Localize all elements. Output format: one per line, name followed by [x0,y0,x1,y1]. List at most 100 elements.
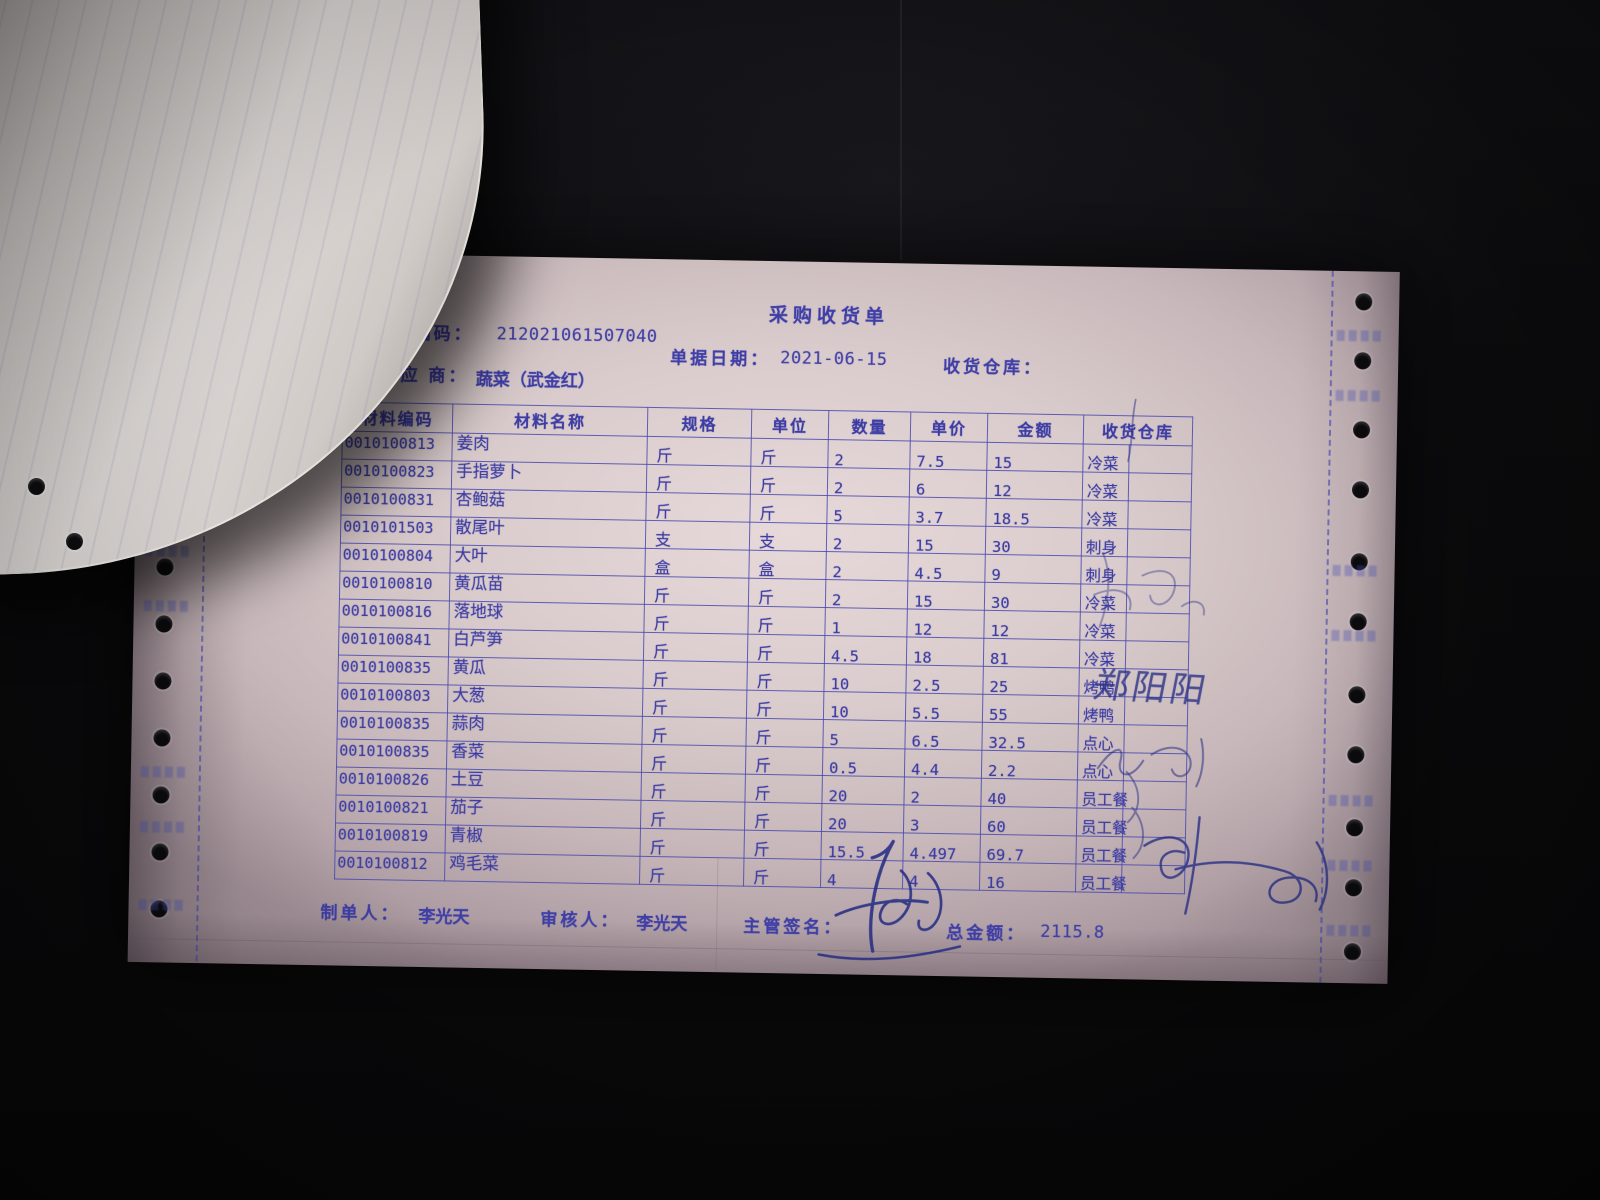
cell-name: 鸡毛菜 [444,852,640,885]
sprocket-hole [66,533,83,550]
cell-text: 2 [832,563,842,582]
cell-code: 0010100826 [336,767,447,797]
cell-text: 6 [915,480,926,499]
cell-warehouse: 员工餐 [1075,863,1127,893]
cell-text: 0010100816 [341,601,433,622]
cell-amount: 30 [985,526,1082,556]
cell-spec: 斤 [640,800,745,831]
column-header: 单价 [910,411,988,443]
cell-spec: 斤 [646,464,751,495]
cell-text: 3 [909,816,920,835]
cell-text: 盒 [758,561,775,580]
sprocket-hole [155,615,173,633]
cell-spec: 斤 [643,604,749,635]
cell-name: 白芦笋 [448,628,644,661]
receipt-title: 采购收货单 [768,304,890,329]
cell-name: 杏鲍菇 [450,488,647,521]
sprocket-hole [1351,481,1370,499]
cell-text: 0010100835 [340,657,432,678]
cell-extra [1127,500,1192,530]
column-header: 材料名称 [452,403,648,437]
edge-stamp [1335,389,1382,402]
cell-spec: 支 [645,520,750,551]
cell-text: 0010100841 [341,629,432,650]
cell-name: 茄子 [445,796,641,829]
cell-text: 55 [988,705,1008,725]
cell-amount: 30 [984,582,1081,613]
cell-text: 斤 [649,839,666,858]
cell-price: 18 [906,636,984,667]
cell-text: 0010100812 [337,853,428,874]
cell-spec: 斤 [641,744,746,775]
sprocket-hole [1347,746,1365,764]
cell-unit: 斤 [747,606,826,636]
cell-text: 0010100835 [339,741,430,762]
cell-name: 黄瓜苗 [449,572,645,605]
cell-code: 0010100819 [335,822,446,853]
cell-text: 1 [831,619,842,638]
cell-text: 盒 [654,560,671,578]
cell-text: 0010100826 [338,769,430,790]
cell-text: 斤 [757,589,775,608]
cell-qty: 2 [825,551,909,582]
cell-text: 黄瓜 [452,658,486,678]
total-value: 2115.8 [1040,921,1105,943]
handwritten-name: 郑阳阳 [1090,665,1212,711]
cell-text: 20 [827,815,847,834]
cell-price: 5.5 [905,692,983,724]
cell-unit: 斤 [748,578,826,608]
cell-code: 0010100823 [341,459,452,489]
cell-text: 支 [654,532,672,550]
cell-spec: 斤 [642,660,748,691]
cell-text: 青椒 [449,826,483,846]
cell-code: 0010100835 [337,655,449,685]
cell-text: 香菜 [451,742,485,762]
cell-name: 香菜 [446,740,642,773]
auditor-label: 审核人： [540,910,621,931]
cell-text: 斤 [755,729,772,748]
warehouse-label: 收货仓库： [942,357,1044,378]
cell-price: 4.4 [904,748,982,779]
cell-text: 斤 [756,645,774,664]
cell-text: 2 [831,591,842,610]
cell-text: 白芦笋 [453,630,503,650]
cell-name: 黄瓜 [447,656,644,689]
cell-text: 12 [990,621,1010,641]
sprocket-hole [1348,686,1366,704]
cell-amount: 81 [983,638,1080,669]
cell-text: 鸡毛菜 [449,854,499,874]
cell-unit: 斤 [746,662,825,692]
cell-text: 斤 [651,700,669,718]
cell-text: 81 [989,649,1009,669]
cell-code: 0010100812 [334,850,446,881]
cell-text: 斤 [655,504,672,522]
cell-text: 20 [828,787,848,806]
cell-code: 0010100804 [339,543,451,573]
edge-stamp [143,600,190,612]
supplier-value: 蔬菜（武金红） [475,369,595,391]
cell-text: 12 [913,620,933,639]
cell-text: 员工餐 [1079,875,1127,894]
cell-unit: 斤 [745,746,823,776]
cell-price: 15 [907,580,985,611]
cell-spec: 斤 [640,772,746,803]
cell-qty: 2 [827,439,911,469]
background-seam [900,0,902,260]
cell-spec: 斤 [646,436,752,467]
sprocket-hole [1349,613,1367,631]
cell-text: 5.5 [911,704,941,724]
cell-text: 大葱 [452,686,486,706]
sprocket-hole [156,558,174,576]
cell-text: 30 [990,593,1010,613]
cell-text: 斤 [653,616,670,634]
cell-text: 0010100810 [342,573,433,594]
cell-amount: 15 [986,442,1084,472]
cell-text: 2 [832,535,843,554]
cell-spec: 斤 [641,716,747,747]
cell-spec: 斤 [639,856,744,887]
cell-text: 斤 [648,867,666,886]
cell-name: 大叶 [449,544,646,577]
cell-unit: 斤 [747,634,825,664]
column-header: 金额 [987,413,1084,444]
cell-text: 斤 [760,449,777,468]
